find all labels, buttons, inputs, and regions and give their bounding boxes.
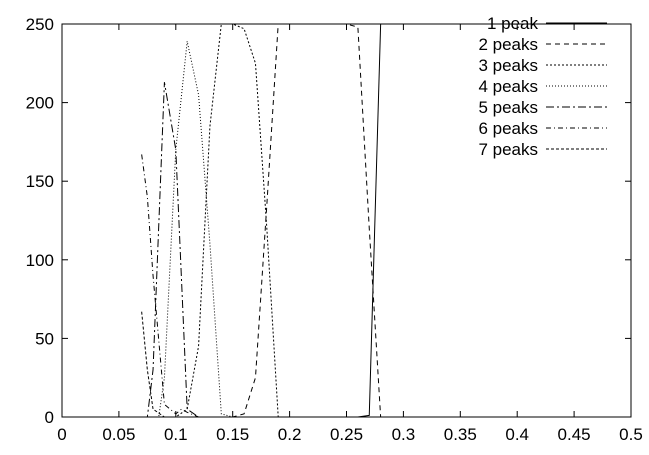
legend: 1 peak 2 peaks 3 peaks 4 peaks 5 peaks 6 peak… bbox=[478, 14, 607, 159]
legend-label: 6 peaks bbox=[478, 119, 538, 138]
y-tick-label: 0 bbox=[45, 408, 54, 427]
series-line-7 bbox=[141, 311, 176, 418]
legend-label: 7 peaks bbox=[478, 140, 538, 159]
y-tick-label: 150 bbox=[26, 172, 54, 191]
legend-label: 3 peaks bbox=[478, 56, 538, 75]
axes: 0 0.05 0.1 0.15 0.2 0.25 0.3 0.35 0.4 0.45 0.5 0 50 1… bbox=[26, 15, 643, 444]
x-tick-label: 0.1 bbox=[164, 425, 188, 444]
legend-label: 2 peaks bbox=[478, 35, 538, 54]
x-tick-label: 0.05 bbox=[102, 425, 135, 444]
series-line-5 bbox=[141, 82, 233, 418]
x-tick-label: 0.3 bbox=[392, 425, 416, 444]
series-line-6 bbox=[141, 154, 199, 418]
x-tick-label: 0.25 bbox=[330, 425, 363, 444]
x-tick-label: 0.35 bbox=[444, 425, 477, 444]
y-tick-label: 50 bbox=[35, 329, 54, 348]
y-tick-label: 250 bbox=[26, 15, 54, 34]
x-tick-label: 0.15 bbox=[216, 425, 249, 444]
x-tick-label: 0 bbox=[57, 425, 66, 444]
x-tick-label: 0.4 bbox=[505, 425, 529, 444]
series-line-4 bbox=[141, 41, 233, 418]
legend-label: 4 peaks bbox=[478, 77, 538, 96]
legend-label: 1 peak bbox=[487, 14, 539, 33]
series-line-2 bbox=[141, 23, 382, 418]
plot-frame bbox=[61, 23, 632, 418]
series-line-1 bbox=[141, 23, 631, 418]
x-tick-label: 0.2 bbox=[278, 425, 302, 444]
x-tick-label: 0.5 bbox=[619, 425, 643, 444]
series-line-3 bbox=[141, 23, 279, 418]
plot-lines bbox=[141, 23, 631, 418]
y-tick-label: 100 bbox=[26, 251, 54, 270]
x-tick-label: 0.45 bbox=[558, 425, 591, 444]
legend-label: 5 peaks bbox=[478, 98, 538, 117]
y-tick-label: 200 bbox=[26, 94, 54, 113]
